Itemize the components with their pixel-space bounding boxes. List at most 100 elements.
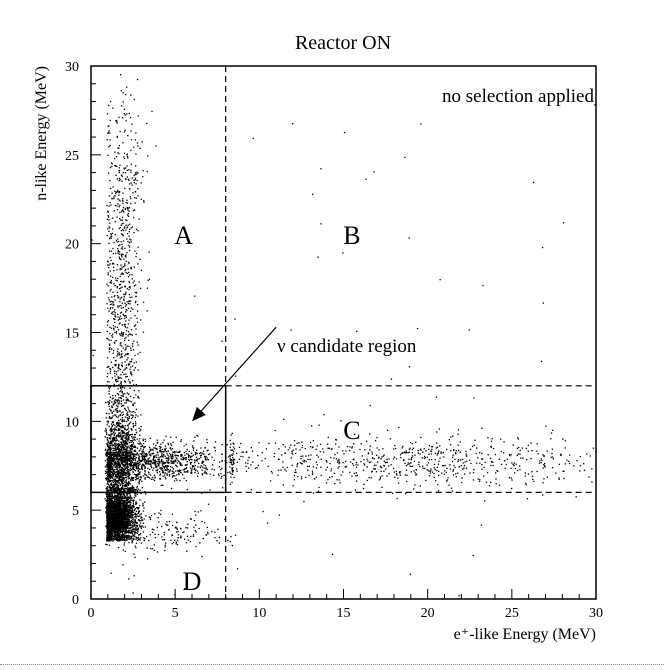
data-point [144, 466, 146, 468]
data-point [172, 470, 174, 473]
data-point [111, 538, 113, 540]
data-point [118, 482, 120, 484]
data-point [201, 452, 203, 454]
data-point [136, 447, 139, 449]
data-point [188, 450, 190, 453]
data-point [115, 476, 118, 478]
data-point [118, 540, 120, 542]
data-point [114, 518, 116, 521]
data-point [197, 472, 199, 474]
data-point [132, 471, 134, 473]
data-point [122, 509, 124, 511]
data-point [116, 461, 119, 463]
data-point [105, 488, 107, 490]
data-point [122, 510, 124, 512]
data-point [110, 475, 112, 477]
data-point [119, 524, 121, 526]
data-point [135, 507, 138, 509]
data-point [140, 516, 143, 518]
data-point [132, 384, 135, 386]
data-point [175, 464, 177, 466]
data-point [207, 459, 210, 461]
data-point [131, 515, 133, 517]
data-point [175, 457, 177, 459]
data-point [110, 433, 112, 435]
data-point [220, 472, 222, 475]
data-point [143, 454, 145, 456]
data-point [109, 486, 111, 488]
data-point [142, 475, 145, 477]
data-point [121, 234, 124, 236]
data-point [128, 464, 130, 466]
data-point [139, 473, 141, 475]
data-point [118, 445, 120, 447]
data-point [120, 513, 122, 515]
data-point [121, 414, 123, 416]
data-point [112, 428, 115, 430]
data-point [108, 425, 110, 428]
data-point [120, 444, 122, 446]
data-point [155, 469, 157, 471]
data-point [124, 498, 126, 500]
data-point [114, 527, 116, 529]
data-point [138, 507, 140, 509]
data-point [171, 453, 173, 455]
data-point [127, 408, 130, 410]
data-point [108, 529, 110, 531]
data-point [133, 469, 135, 471]
data-point [122, 564, 124, 566]
data-point [106, 443, 108, 446]
data-point [153, 463, 156, 465]
data-point [122, 435, 124, 437]
data-point [118, 521, 120, 523]
data-point [138, 471, 141, 473]
data-point [124, 461, 126, 463]
data-point [121, 453, 123, 456]
data-point [130, 460, 132, 463]
data-point [138, 520, 141, 522]
data-point [131, 516, 133, 518]
data-point [129, 531, 131, 533]
data-point [144, 473, 146, 475]
data-point [168, 462, 170, 464]
data-point [165, 435, 167, 437]
data-point [136, 529, 138, 531]
data-point [130, 523, 132, 525]
data-point [137, 512, 139, 514]
data-point [117, 433, 120, 435]
data-point [134, 455, 136, 457]
data-point [110, 482, 112, 484]
data-point [185, 443, 187, 445]
data-point [107, 516, 110, 518]
data-point [144, 467, 146, 470]
data-point [119, 460, 122, 462]
data-point [116, 448, 119, 450]
data-point [106, 455, 108, 457]
data-point [111, 496, 113, 498]
data-point [125, 396, 127, 398]
data-point [119, 483, 121, 485]
data-point [119, 464, 121, 466]
data-point [165, 461, 167, 464]
data-point [166, 465, 168, 467]
data-point [124, 428, 127, 431]
data-point [132, 500, 135, 503]
data-point [120, 539, 122, 542]
data-point [116, 533, 118, 536]
data-point [110, 527, 113, 529]
data-point [129, 228, 131, 231]
data-point [138, 510, 140, 512]
data-point [109, 454, 111, 456]
data-point [121, 524, 124, 526]
data-point [128, 451, 131, 454]
data-point [227, 456, 230, 458]
data-point [106, 469, 108, 471]
data-point [205, 455, 207, 458]
data-point [155, 466, 157, 468]
data-point [175, 451, 177, 453]
data-point [107, 504, 109, 506]
data-point [121, 483, 123, 485]
data-point [107, 540, 109, 542]
data-point [168, 471, 171, 473]
data-point [123, 507, 125, 509]
